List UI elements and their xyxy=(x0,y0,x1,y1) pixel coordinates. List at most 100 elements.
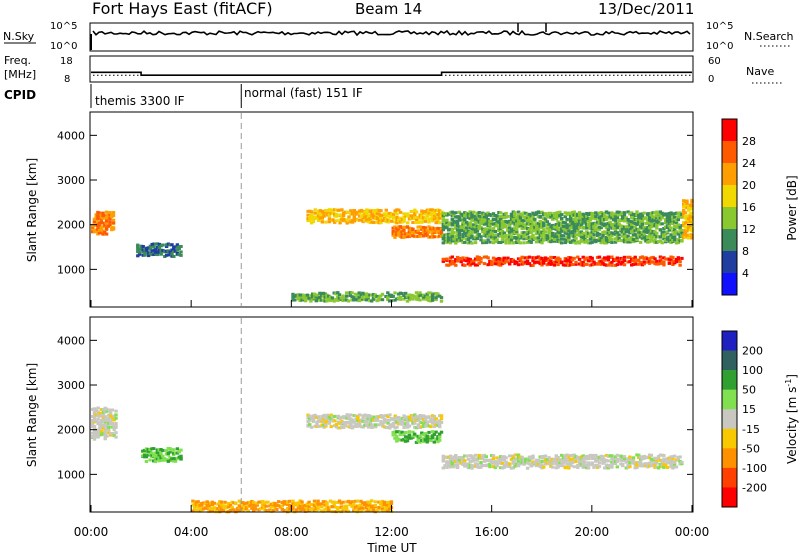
heatmap-cell xyxy=(423,418,428,422)
heatmap-cell xyxy=(658,216,663,220)
heatmap-cell xyxy=(232,508,236,512)
heatmap-cell xyxy=(554,227,558,231)
heatmap-cell xyxy=(150,253,154,257)
heatmap-cell xyxy=(416,221,421,224)
heatmap-cell xyxy=(621,216,625,220)
heatmap-cell xyxy=(633,262,637,266)
nsearch-tick-bottom: 10^0 xyxy=(706,41,733,52)
heatmap-cell xyxy=(381,213,385,217)
range-tick-label: 4000 xyxy=(57,129,85,142)
heatmap-cell xyxy=(653,463,657,467)
heatmap-cell xyxy=(345,416,349,420)
heatmap-cell xyxy=(615,233,619,237)
heatmap-cell xyxy=(569,219,573,223)
heatmap-cell xyxy=(409,297,413,301)
heatmap-cell xyxy=(642,462,646,466)
power-frame xyxy=(89,111,694,308)
heatmap-cell xyxy=(411,227,415,231)
heatmap-cell xyxy=(341,507,345,510)
heatmap-cell xyxy=(320,423,324,427)
heatmap-cell xyxy=(273,504,277,508)
heatmap-cell xyxy=(316,507,320,511)
colorbar-swatch xyxy=(722,331,737,351)
heatmap-cell xyxy=(439,414,444,418)
heatmap-cell xyxy=(563,215,567,219)
heatmap-cell xyxy=(482,255,487,259)
heatmap-cell xyxy=(472,464,476,468)
heatmap-cell xyxy=(560,458,564,462)
heatmap-cell xyxy=(630,230,634,233)
heatmap-cell xyxy=(486,458,490,462)
heatmap-cell xyxy=(101,423,106,427)
velocity-ylabel: Slant Range [km] xyxy=(25,363,39,467)
heatmap-cell xyxy=(404,235,408,238)
heatmap-cell xyxy=(531,259,535,263)
heatmap-cell xyxy=(630,225,634,229)
range-tick-label: 1000 xyxy=(57,263,85,276)
heatmap-cell xyxy=(404,232,408,236)
heatmap-cell xyxy=(466,262,471,266)
heatmap-cell xyxy=(441,211,445,215)
heatmap-cell xyxy=(368,501,372,505)
heatmap-cell xyxy=(520,255,524,259)
heatmap-cell xyxy=(543,230,548,234)
heatmap-cell xyxy=(508,241,512,245)
heatmap-cell xyxy=(515,229,519,233)
heatmap-cell xyxy=(561,237,566,241)
heatmap-cell xyxy=(357,291,361,295)
heatmap-cell xyxy=(690,218,694,222)
heatmap-cell xyxy=(486,231,490,235)
heatmap-cell xyxy=(91,423,95,427)
heatmap-cell xyxy=(647,257,652,261)
heatmap-cell xyxy=(669,236,673,240)
heatmap-cell xyxy=(683,216,688,220)
heatmap-cell xyxy=(164,245,169,248)
heatmap-cell xyxy=(386,291,390,295)
heatmap-cell xyxy=(430,216,435,220)
heatmap-cell xyxy=(432,292,436,296)
nsky-tick-top: 10^5 xyxy=(50,21,77,32)
heatmap-cell xyxy=(613,212,618,216)
heatmap-cell xyxy=(662,261,666,264)
heatmap-cell xyxy=(427,211,431,215)
heatmap-cell xyxy=(655,240,659,244)
heatmap-cell xyxy=(561,461,566,464)
heatmap-cell xyxy=(352,296,356,300)
heatmap-cell xyxy=(409,233,413,237)
heatmap-cell xyxy=(159,449,163,453)
heatmap-cell xyxy=(311,297,315,301)
heatmap-cell xyxy=(569,453,573,457)
heatmap-cell xyxy=(325,293,329,297)
heatmap-cell xyxy=(630,458,634,462)
heatmap-cell xyxy=(538,214,542,218)
heatmap-cell xyxy=(436,424,440,427)
heatmap-cell xyxy=(556,232,560,236)
heatmap-cell xyxy=(509,212,514,216)
heatmap-cell xyxy=(527,214,532,218)
heatmap-cell xyxy=(361,506,365,510)
heatmap-cell xyxy=(152,459,156,463)
heatmap-cell xyxy=(585,463,589,467)
heatmap-cell xyxy=(393,225,397,229)
heatmap-cell xyxy=(377,298,381,302)
heatmap-cell xyxy=(455,215,460,219)
heatmap-cell xyxy=(300,293,304,297)
heatmap-cell xyxy=(293,503,297,507)
heatmap-cell xyxy=(398,297,403,301)
heatmap-cell xyxy=(638,226,643,230)
heatmap-cell xyxy=(615,216,619,220)
heatmap-cell xyxy=(577,226,582,230)
heatmap-cell xyxy=(307,500,311,504)
heatmap-cell xyxy=(294,508,299,512)
heatmap-cell xyxy=(678,239,682,243)
heatmap-cell xyxy=(306,413,310,417)
heatmap-cell xyxy=(356,414,360,418)
heatmap-cell xyxy=(608,224,612,228)
heatmap-cell xyxy=(667,215,671,219)
heatmap-cell xyxy=(590,453,594,457)
heatmap-cell xyxy=(574,212,578,216)
heatmap-cell xyxy=(595,464,600,468)
heatmap-cell xyxy=(567,211,571,215)
heatmap-cell xyxy=(617,260,621,264)
heatmap-cell xyxy=(538,462,542,466)
